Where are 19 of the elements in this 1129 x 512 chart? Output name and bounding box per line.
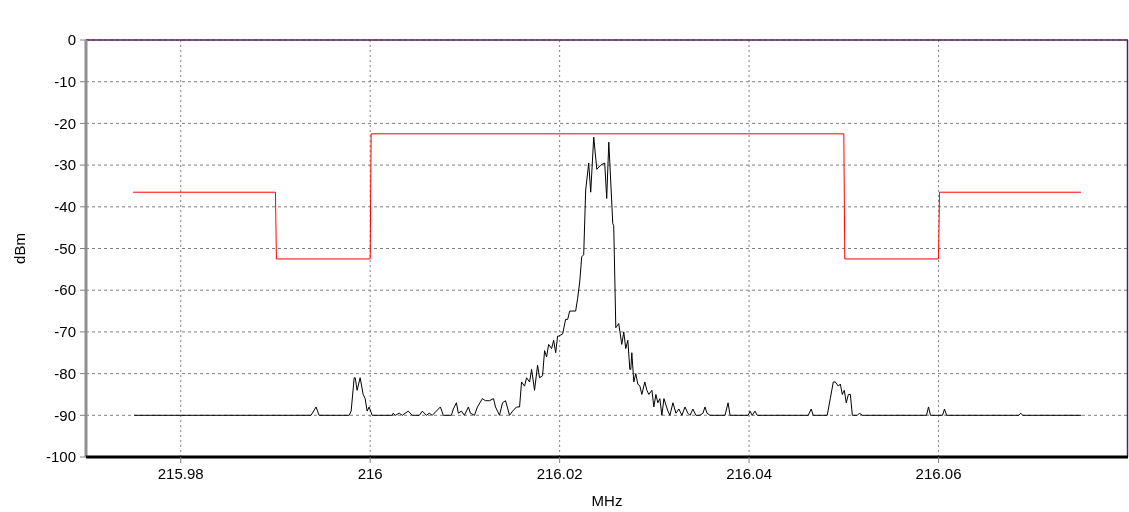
- y-tick-label: -100: [45, 448, 76, 466]
- y-tick-label: -30: [54, 156, 76, 174]
- y-tick-label: -10: [54, 72, 76, 90]
- y-axis-title: dBm: [11, 233, 28, 264]
- x-tick-label: 216.02: [536, 465, 583, 482]
- y-tick-label: -50: [54, 239, 76, 257]
- line-series: [134, 136, 1082, 416]
- y-tick-label: -70: [54, 323, 76, 341]
- y-tick-label: -90: [54, 406, 76, 424]
- x-tick-label: 215.98: [157, 465, 204, 482]
- x-axis-title: MHz: [591, 492, 623, 509]
- y-tick-label: 0: [67, 31, 76, 49]
- x-tick-label: 216: [357, 465, 383, 482]
- y-tick-label: -20: [54, 114, 76, 132]
- y-tick-label: -80: [54, 364, 76, 382]
- x-tick-label: 216.06: [915, 465, 962, 482]
- y-tick-label: -60: [54, 281, 76, 299]
- x-tick-label: 216.04: [726, 465, 773, 482]
- y-tick-label: -40: [54, 198, 76, 216]
